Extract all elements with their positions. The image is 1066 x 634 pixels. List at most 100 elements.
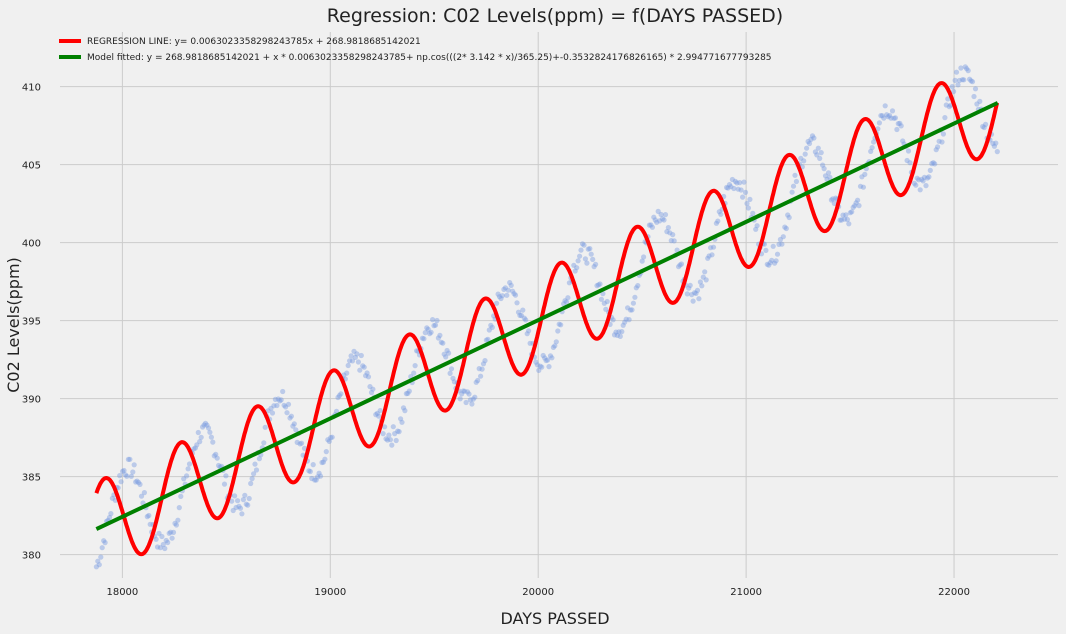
scatter-point: [328, 435, 334, 441]
scatter-point: [613, 329, 619, 335]
scatter-point: [772, 260, 778, 266]
scatter-point: [243, 501, 249, 507]
y-tick-label: 395: [22, 317, 41, 328]
scatter-point: [951, 88, 957, 95]
scatter-point: [124, 473, 130, 479]
scatter-point: [317, 473, 324, 479]
scatter-point: [627, 307, 634, 313]
scatter-point: [853, 200, 859, 206]
scatter-point: [496, 294, 503, 300]
scatter-point: [694, 287, 701, 293]
scatter-point: [427, 331, 433, 337]
scatter-point: [482, 358, 488, 364]
scatter-point: [293, 427, 299, 433]
scatter-point: [463, 399, 469, 406]
scatter-point: [515, 309, 522, 315]
scatter-point: [774, 251, 781, 257]
scatter-point: [837, 217, 843, 223]
scatter-point: [790, 183, 797, 189]
scatter-point: [284, 410, 290, 416]
scatter-point: [718, 211, 724, 217]
legend-label-regression: REGRESSION LINE: y= 0.006302335829824378…: [87, 37, 421, 47]
scatter-point: [767, 260, 773, 266]
scatter-point: [509, 288, 516, 294]
scatter-point: [127, 456, 133, 462]
scatter-point: [192, 445, 198, 451]
scatter-point: [274, 402, 280, 409]
scatter-point: [878, 113, 884, 119]
scatter-point: [517, 312, 523, 318]
scatter-point: [578, 247, 584, 253]
scatter-point: [133, 479, 139, 485]
scatter-point: [981, 124, 987, 131]
scatter-point: [888, 115, 894, 121]
scatter-point: [312, 477, 318, 483]
scatter-point: [584, 260, 590, 266]
scatter-point: [939, 139, 945, 145]
scatter-point: [489, 324, 495, 330]
scatter-point: [384, 437, 391, 443]
scatter-point: [96, 562, 102, 568]
scatter-point: [138, 493, 145, 499]
scatter-point: [322, 456, 328, 462]
scatter-point: [732, 178, 738, 184]
scatter-point: [272, 396, 278, 402]
x-tick-label: 18000: [106, 587, 138, 598]
scatter-point: [563, 299, 570, 305]
scatter-point: [740, 194, 746, 200]
scatter-point: [847, 210, 853, 216]
scatter-point: [479, 366, 485, 372]
scatter-point: [824, 176, 830, 182]
scatter-point: [917, 187, 923, 193]
scatter-point: [724, 184, 730, 191]
scatter-point: [562, 298, 568, 304]
scatter-point: [830, 196, 836, 202]
scatter-point: [565, 295, 571, 301]
scatter-point: [325, 437, 331, 443]
scatter-point: [549, 355, 555, 361]
scatter-point: [949, 84, 955, 90]
scatter-point: [446, 350, 452, 356]
scatter-point: [398, 416, 404, 422]
scatter-point: [892, 115, 899, 121]
scatter-point: [460, 388, 466, 394]
scatter-point: [159, 533, 165, 540]
scatter-point: [290, 423, 296, 429]
scatter-point: [287, 415, 293, 421]
y-tick-label: 400: [22, 239, 41, 250]
scatter-point: [246, 495, 252, 502]
scatter-point: [457, 396, 463, 402]
scatter-point: [523, 317, 529, 323]
scatter-point: [405, 390, 411, 396]
scatter-point: [561, 301, 567, 307]
scatter-point: [831, 200, 837, 206]
scatter-point: [153, 536, 159, 542]
scatter-point: [216, 462, 222, 469]
scatter-point: [411, 370, 417, 376]
scatter-point: [639, 258, 645, 264]
scatter-point: [351, 348, 357, 354]
scatter-point: [156, 530, 162, 536]
scatter-point: [307, 468, 313, 475]
scatter-point: [539, 364, 545, 370]
scatter-point: [360, 363, 366, 369]
scatter-point: [403, 391, 409, 397]
scatter-point: [686, 285, 692, 291]
scatter-point: [833, 195, 839, 201]
scatter-point: [534, 362, 541, 368]
scatter-point: [547, 353, 554, 359]
scatter-point: [118, 479, 124, 485]
scatter-point: [935, 144, 941, 150]
scatter-point: [333, 408, 340, 414]
scatter-point: [657, 218, 663, 224]
scatter-point: [185, 466, 191, 472]
scatter-point: [904, 157, 910, 164]
scatter-point: [742, 189, 749, 195]
scatter-point: [849, 209, 855, 215]
scatter-point: [792, 172, 798, 178]
scatter-point: [223, 473, 229, 479]
scatter-point: [294, 439, 300, 445]
scatter-point: [432, 322, 439, 328]
scatter-point: [697, 279, 704, 285]
scatter-point: [485, 336, 491, 342]
